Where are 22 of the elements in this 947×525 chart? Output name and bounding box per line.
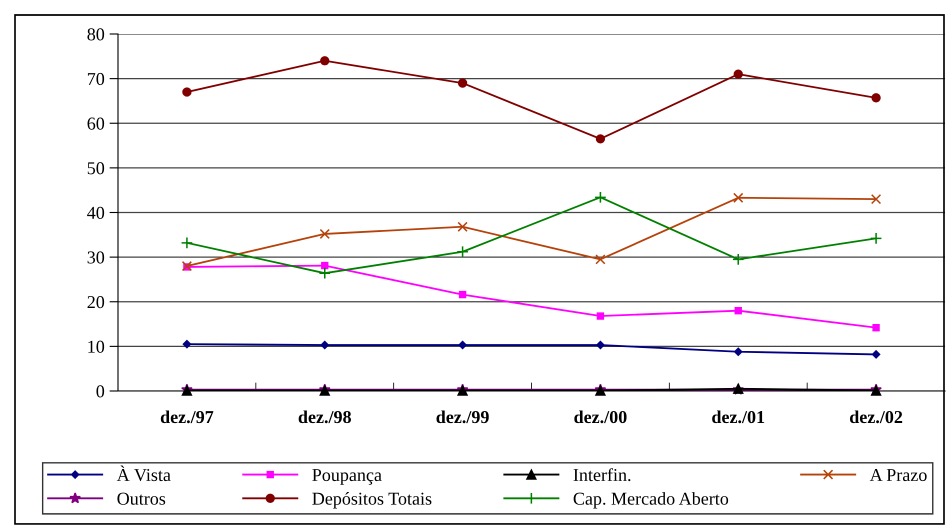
x-tick-label: dez./99 [436, 410, 489, 424]
legend-label: A Prazo [870, 468, 927, 482]
y-tick-label: 20 [88, 296, 104, 308]
y-tick-label: 10 [88, 340, 104, 353]
legend-label: Depósitos Totais [312, 492, 432, 508]
x-tick-label: dez./00 [574, 410, 627, 424]
legend-label: À Vista [116, 465, 171, 482]
x-tick-label: dez./98 [298, 410, 351, 424]
y-tick-label: 70 [88, 72, 104, 86]
legend-label: Cap. Mercado Aberto [574, 492, 728, 508]
x-tick-label: dez./97 [160, 410, 214, 424]
y-tick-label: 40 [87, 206, 104, 219]
legend-label: Poupança [312, 469, 382, 485]
y-tick-label: 0 [96, 385, 104, 398]
legend-label: Outros [117, 492, 166, 505]
x-tick-label: dez./01 [712, 410, 764, 424]
y-tick-label: 80 [87, 28, 104, 40]
y-tick-label: 60 [88, 118, 104, 130]
x-tick-label: dez./02 [850, 410, 902, 424]
y-tick-label: 50 [88, 162, 104, 174]
legend-label: Interfin. [574, 468, 630, 482]
y-tick-label: 30 [88, 251, 104, 264]
